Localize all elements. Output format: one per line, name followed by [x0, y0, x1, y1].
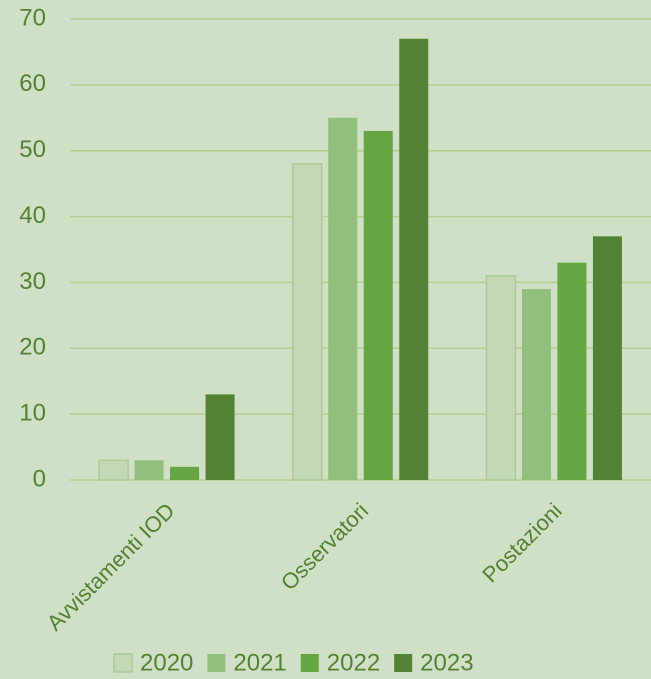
bar: [592, 236, 622, 480]
bar: [205, 394, 235, 480]
bar: [363, 130, 393, 480]
y-tick-label: 50: [19, 136, 46, 163]
bar: [328, 117, 358, 481]
bar: [292, 163, 323, 481]
bar: [557, 262, 587, 480]
legend-swatch: [300, 654, 319, 672]
y-tick-label: 30: [19, 268, 46, 295]
legend-swatch: [113, 653, 133, 673]
y-tick-label: 70: [19, 4, 46, 31]
bar: [485, 275, 517, 481]
bar: [98, 459, 129, 481]
legend-label: 2022: [327, 649, 380, 676]
bar: [399, 38, 429, 480]
legend-label: 2020: [140, 649, 193, 676]
legend-swatch: [394, 654, 413, 672]
bar: [521, 289, 551, 480]
y-tick-label: 10: [19, 399, 46, 426]
y-tick-label: 40: [19, 202, 46, 229]
legend-swatch: [207, 654, 226, 672]
legend-label: 2021: [233, 649, 286, 676]
legend-label: 2023: [420, 649, 473, 676]
bar: [134, 460, 164, 480]
y-tick-label: 60: [19, 70, 46, 97]
y-tick-label: 20: [19, 334, 46, 361]
y-tick-label: 0: [33, 465, 46, 492]
bar: [170, 466, 200, 480]
